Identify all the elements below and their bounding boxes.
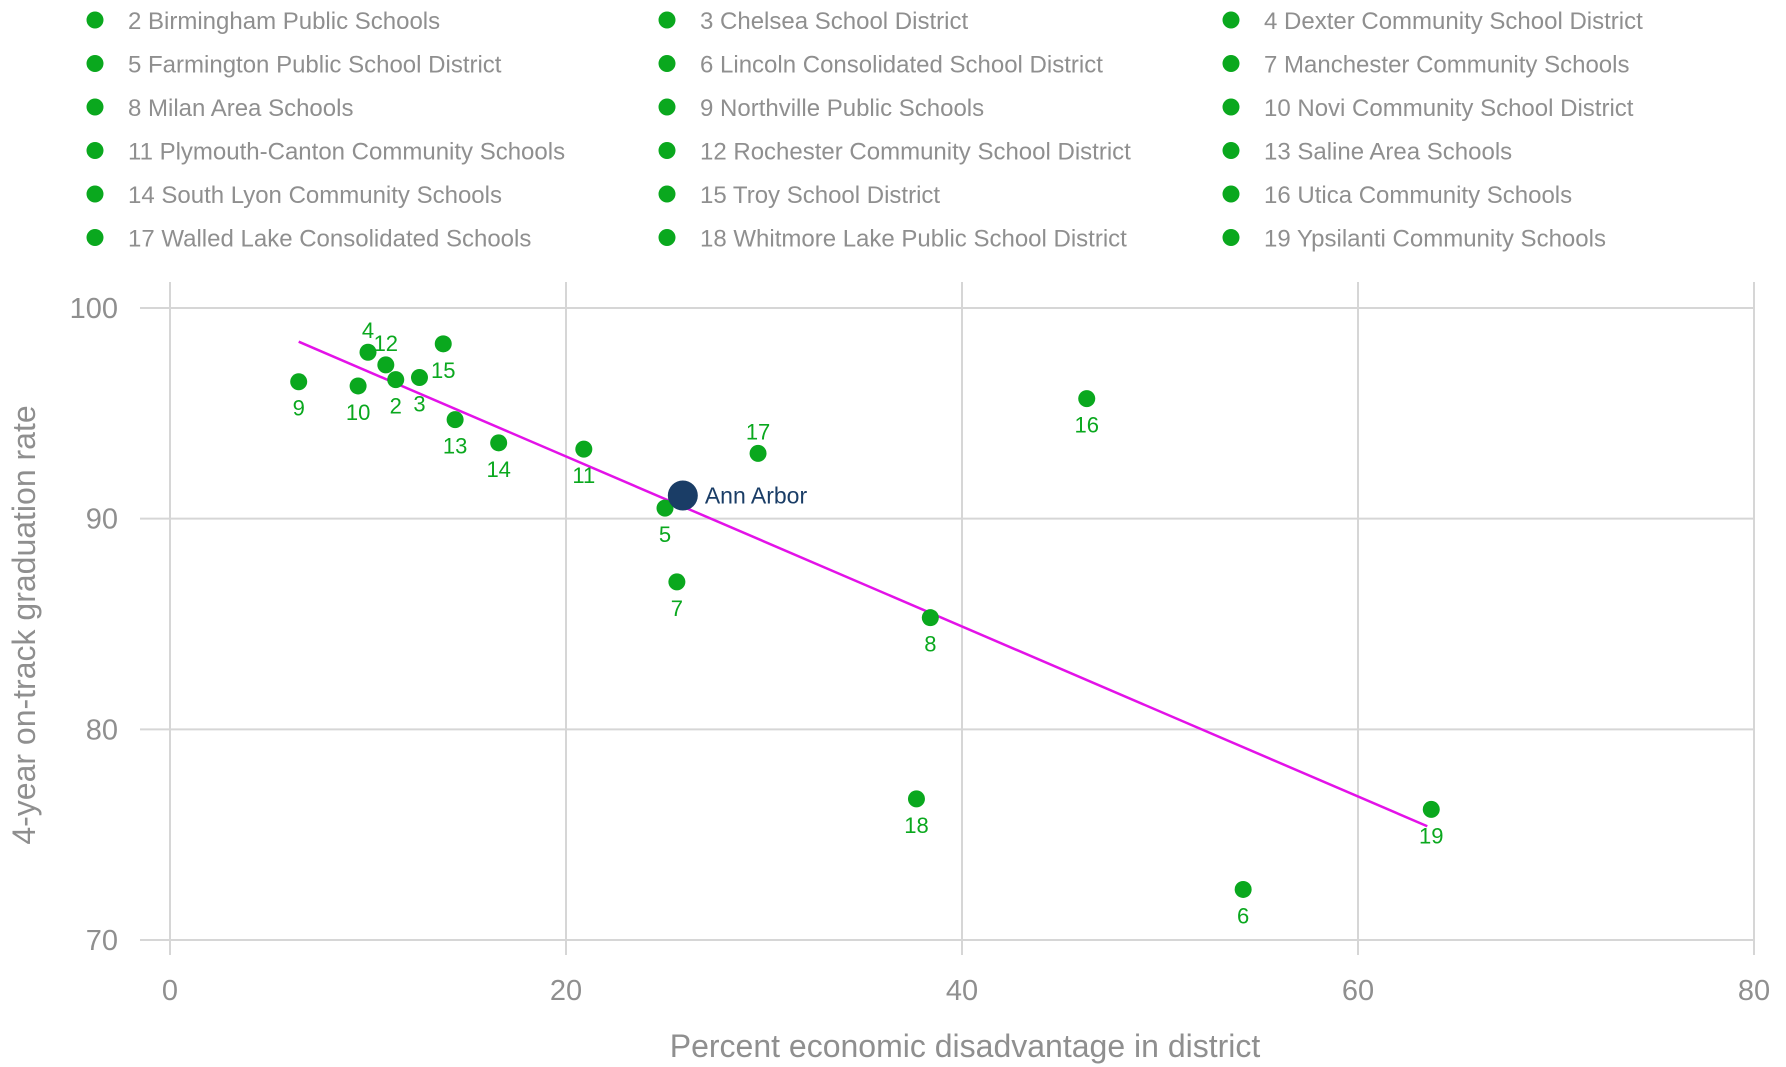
point-4 [359,343,377,361]
point-label-6: 6 [1237,903,1249,928]
point-6 [1234,880,1252,898]
grid [140,282,1755,955]
legend-marker-9 [658,98,676,116]
point-13 [446,411,464,429]
legend-entry-12: 12 Rochester Community School District [700,139,1131,166]
legend-marker-14 [86,185,104,203]
point-label-4: 4 [362,318,374,343]
legend-marker-17 [86,229,104,246]
legend-marker-15 [658,185,676,203]
point-label-15: 15 [431,358,455,383]
point-label-8: 8 [924,632,936,657]
legend-marker-16 [1222,185,1240,203]
point-label-14: 14 [486,457,510,482]
legend-entry-8: 8 Milan Area Schools [128,95,353,122]
point-2 [387,371,405,389]
legend-marker-19 [1222,229,1240,246]
legend-entry-15: 15 Troy School District [700,182,940,209]
legend-marker-4 [1222,11,1240,29]
legend-marker-3 [658,11,676,29]
legend: 2 Birmingham Public Schools 3 Chelsea Sch… [86,8,1643,253]
y-tick-label-70: 70 [86,925,118,957]
x-tick-label-20: 20 [550,975,582,1007]
x-tick-label-0: 0 [162,975,178,1007]
point-label-2: 2 [390,394,402,419]
trendline [298,340,1428,828]
legend-marker-13 [1222,142,1240,159]
trendline-group [298,340,1428,828]
legend-entry-16: 16 Utica Community Schools [1264,182,1572,209]
point-label-12: 12 [374,331,398,356]
axis-ticks: 0 20 40 60 80 70 80 90 100 [70,293,1771,1007]
x-tick-label-60: 60 [1342,975,1374,1007]
x-tick-label-40: 40 [946,975,978,1007]
point-19 [1422,800,1440,818]
legend-marker-8 [86,98,104,116]
legend-marker-5 [86,55,104,72]
y-axis-title: 4-year on-track graduation rate [6,405,42,844]
legend-entry-17: 17 Walled Lake Consolidated Schools [128,226,531,253]
point-8 [921,609,939,627]
legend-marker-2 [86,11,104,29]
point-3 [410,369,428,387]
point-18 [907,790,925,808]
legend-entry-7: 7 Manchester Community Schools [1264,52,1629,79]
point-label-7: 7 [671,596,683,621]
legend-entry-13: 13 Saline Area Schools [1264,139,1512,166]
point-17 [749,444,767,462]
point-label-10: 10 [346,400,370,425]
y-tick-label-90: 90 [86,504,118,536]
legend-entry-2: 2 Birmingham Public Schools [128,8,440,35]
legend-marker-6 [658,55,676,72]
legend-entry-14: 14 South Lyon Community Schools [128,182,502,209]
point-label-17: 17 [746,419,770,444]
point-11 [575,440,593,458]
legend-entry-5: 5 Farmington Public School District [128,52,502,79]
legend-entry-3: 3 Chelsea School District [700,8,968,35]
legend-entry-19: 19 Ypsilanti Community Schools [1264,226,1606,253]
point-label-3: 3 [413,392,425,417]
point-label-11: 11 [572,463,595,488]
legend-entry-4: 4 Dexter Community School District [1264,8,1643,35]
x-tick-label-80: 80 [1738,975,1770,1007]
legend-marker-12 [658,142,676,159]
point-12 [377,356,395,374]
point-5 [656,499,674,517]
point-9 [290,373,308,391]
point-10 [349,377,367,395]
point-label-18: 18 [904,813,928,838]
highlight-label: Ann Arbor [705,482,808,508]
legend-entry-10: 10 Novi Community School District [1264,95,1634,122]
y-tick-label-100: 100 [70,293,118,325]
x-axis-title: Percent economic disadvantage in distric… [670,1028,1261,1064]
point-15 [434,335,452,353]
y-tick-label-80: 80 [86,714,118,746]
legend-entry-11: 11 Plymouth-Canton Community Schools [128,139,565,166]
legend-marker-11 [86,142,104,159]
point-label-16: 16 [1074,413,1098,438]
legend-marker-7 [1222,55,1240,72]
point-label-19: 19 [1419,823,1443,848]
legend-entry-18: 18 Whitmore Lake Public School District [700,226,1127,253]
points-group: 2 3 4 5 6 7 8 9 10 11 12 13 14 15 16 17 18 19 Ann Arbor [290,318,1444,928]
legend-entry-6: 6 Lincoln Consolidated School District [700,52,1103,79]
point-label-5: 5 [659,522,671,547]
legend-entry-9: 9 Northville Public Schools [700,95,984,122]
point-16 [1078,390,1096,408]
legend-marker-18 [658,229,676,246]
legend-marker-10 [1222,98,1240,116]
point-7 [668,573,686,591]
point-14 [490,434,508,452]
point-label-13: 13 [443,434,467,459]
highlight-point [667,480,698,511]
point-label-9: 9 [293,396,305,421]
